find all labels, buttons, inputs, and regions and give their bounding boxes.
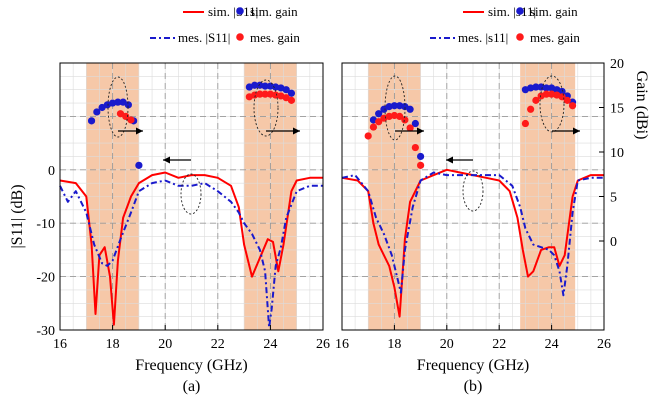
arrow-to-gain-axis-head	[136, 127, 143, 135]
sim-gain-marker	[375, 110, 383, 118]
y2-tick-label: 0	[610, 235, 617, 250]
sim-gain-marker	[282, 86, 290, 94]
x-tick-label: 16	[53, 337, 67, 352]
legend-mes-gain-swatch	[516, 33, 524, 41]
mes-gain-marker	[568, 102, 577, 110]
y2-tick-label: 15	[610, 102, 624, 117]
panel-a-chart: 16 18 20 22 24 26 -30 -20 -10 0 Frequency (GHz) |S1…	[9, 4, 330, 395]
legend-sim-s11-label: sim. |S11|	[208, 4, 258, 19]
sim-s11-line	[59, 171, 323, 326]
x-tick-label: 18	[387, 337, 401, 352]
x-tick-label: 18	[106, 337, 120, 352]
panel-caption: (a)	[183, 378, 201, 395]
x-tick-label: 24	[263, 337, 277, 352]
legend: sim. |S11| mes. |S11| sim. gain mes. gain	[150, 4, 318, 58]
mes-gain-marker	[417, 161, 425, 169]
s11-ellipse	[462, 170, 484, 212]
sim-gain-marker	[558, 87, 566, 96]
mes-gain-marker	[521, 119, 530, 128]
legend-sim-gain-label: sim. gain	[530, 4, 578, 19]
x-tick-label: 22	[211, 337, 225, 352]
minor-grid	[59, 62, 324, 331]
sim-gain-marker	[532, 83, 540, 91]
sim-gain-marker	[287, 89, 296, 97]
mes-gain-marker	[406, 124, 414, 132]
y-tick-label: -30	[36, 324, 55, 339]
mes-s11-line	[341, 171, 604, 297]
panel-b-chart: 16 18 20 22 24 26 0 5 10 15 20 Frequency (GHz) Gain …	[335, 4, 650, 395]
sim-gain-marker	[87, 117, 96, 125]
x-tick-label: 22	[492, 337, 506, 352]
sim-gain-marker	[251, 81, 259, 89]
legend-sim-gain-swatch	[516, 7, 524, 15]
legend-sim-gain-label: sim. gain	[250, 4, 298, 19]
annotation-group	[107, 76, 300, 215]
annotation-group	[384, 75, 580, 212]
arrow-to-s11-axis-head	[446, 156, 453, 164]
gain-ellipse-high	[539, 75, 565, 133]
mes-gain-marker	[127, 116, 135, 124]
sim-gain-marker	[93, 108, 101, 116]
arrow-to-gain-axis-head	[573, 127, 580, 135]
sim-gain-marker	[390, 102, 398, 110]
sim-gain-marker	[135, 161, 143, 169]
sim-gain-marker	[124, 101, 132, 109]
y2-tick-label: 10	[610, 146, 624, 161]
y-tick-label: 0	[48, 164, 55, 179]
x-tick-label: 20	[158, 337, 172, 352]
sim-gain-marker	[114, 98, 122, 106]
mes-gain-marker	[256, 90, 264, 98]
mes-gain-marker	[369, 123, 378, 131]
mes-gain-marker	[396, 112, 404, 120]
x-tick-label: 16	[335, 337, 349, 352]
mes-gain-marker	[527, 105, 535, 113]
arrow-to-s11-axis-head	[163, 156, 170, 164]
mes-gain-marker	[364, 132, 372, 140]
gain-ellipse-low	[384, 75, 406, 141]
sim-gain-marker	[417, 152, 425, 161]
mes-gain-marker	[532, 96, 540, 104]
sim-gain-marker	[406, 105, 414, 113]
legend-mes-gain-swatch	[236, 33, 244, 41]
panel-caption: (b)	[464, 378, 483, 395]
gain-ellipse-low	[107, 76, 129, 138]
legend-sim-gain-swatch	[236, 7, 244, 15]
mes-gain-marker	[401, 116, 409, 124]
plot-frame	[59, 62, 324, 331]
legend-mes-s11-label: mes. |S11|	[178, 30, 230, 45]
x-tick-label: 20	[440, 337, 454, 352]
legend: sim. |s11| mes. |s11| sim. gain mes. gain	[430, 4, 606, 58]
y2-axis-label: Gain (dBi)	[633, 71, 650, 140]
y2-tick-label: 5	[610, 191, 617, 206]
mes-gain-marker	[375, 118, 383, 126]
x-axis-label: Frequency (GHz)	[417, 357, 529, 374]
mes-gain-marker	[122, 112, 130, 120]
sim-gain-marker	[411, 119, 419, 128]
arrow-to-gain-axis-head	[417, 127, 424, 135]
legend-mes-gain-label: mes. gain	[250, 30, 300, 45]
x-axis-label: Frequency (GHz)	[135, 357, 247, 374]
s11-ellipse	[180, 173, 202, 215]
sim-gain-marker	[542, 84, 550, 92]
sim-gain-marker	[261, 82, 269, 90]
x-tick-label: 26	[597, 337, 611, 352]
legend-mes-gain-label: mes. gain	[530, 30, 580, 45]
mes-gain-marker	[411, 143, 419, 152]
legend-mes-s11-label: mes. |s11|	[458, 30, 508, 45]
arrow-to-gain-axis-head	[293, 127, 300, 135]
legend-sim-s11-label: sim. |s11|	[488, 4, 536, 19]
mes-gain-marker	[287, 96, 296, 104]
gain-ellipse-high	[253, 79, 279, 137]
mes-gain-marker	[563, 96, 571, 104]
x-tick-label: 24	[545, 337, 559, 352]
y-tick-label: -10	[36, 217, 55, 232]
y-axis-label: |S11| (dB)	[9, 184, 26, 248]
mes-gain-marker	[542, 90, 550, 98]
x-tick-label: 26	[316, 337, 330, 352]
mes-s11-line	[59, 179, 323, 329]
mes-gain-marker	[261, 90, 269, 98]
y-tick-label: -20	[36, 271, 55, 286]
y2-tick-label: 20	[610, 57, 624, 72]
